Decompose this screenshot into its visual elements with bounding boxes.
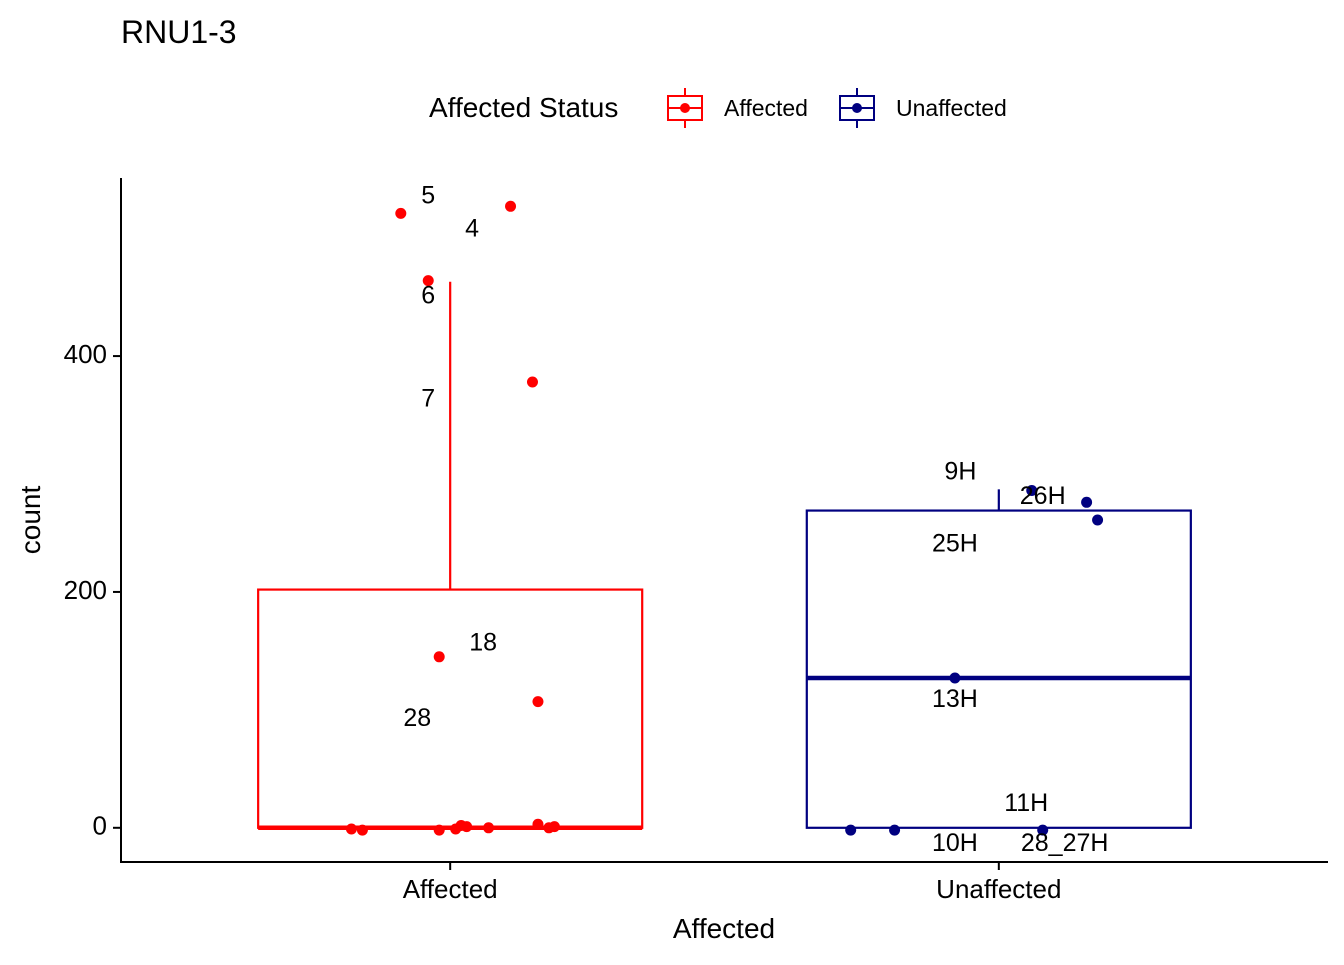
data-point bbox=[845, 824, 857, 836]
data-point bbox=[526, 376, 538, 388]
point-label: 28 bbox=[403, 704, 431, 732]
x-tick-label: Affected bbox=[403, 874, 498, 904]
data-point bbox=[1092, 514, 1104, 526]
data-point bbox=[505, 200, 517, 212]
data-point bbox=[433, 824, 445, 836]
legend-title: Affected Status bbox=[429, 92, 618, 123]
y-axis-title: count bbox=[15, 486, 46, 555]
point-label: 5 bbox=[421, 181, 435, 209]
data-point bbox=[461, 821, 473, 833]
data-point bbox=[532, 818, 544, 830]
data-point bbox=[483, 822, 495, 834]
y-tick-label: 0 bbox=[93, 811, 107, 841]
point-label: 11H bbox=[1004, 789, 1048, 817]
y-tick-label: 400 bbox=[64, 339, 107, 369]
data-point bbox=[889, 824, 901, 836]
point-label: 18 bbox=[469, 628, 497, 656]
point-label: 25H bbox=[932, 529, 978, 557]
data-point bbox=[356, 824, 368, 836]
legend-label-affected: Affected bbox=[724, 95, 808, 121]
point-label: 13H bbox=[932, 685, 978, 713]
data-point bbox=[548, 821, 560, 833]
legend-key-unaffected bbox=[839, 88, 875, 128]
data-point bbox=[345, 823, 357, 835]
data-point bbox=[949, 672, 961, 684]
box-unaffected bbox=[805, 489, 1192, 829]
legend: Affected Status Affected Unaffected bbox=[429, 88, 1007, 128]
data-point bbox=[532, 696, 544, 708]
point-label: 4 bbox=[465, 214, 479, 242]
legend-label-unaffected: Unaffected bbox=[896, 95, 1007, 121]
point-label: 9H bbox=[944, 457, 976, 485]
y-tick-label: 200 bbox=[64, 575, 107, 605]
data-point bbox=[433, 651, 445, 663]
x-axis-title: Affected bbox=[673, 913, 775, 944]
data-point bbox=[1037, 824, 1049, 836]
data-point bbox=[1081, 496, 1093, 508]
box-affected bbox=[257, 281, 644, 831]
x-tick-label: Unaffected bbox=[936, 874, 1061, 904]
data-point bbox=[395, 207, 407, 219]
plot-area: 5 4 6 7 18 28 9H 26H 25H 13H 11H 10H 28_27H bbox=[257, 181, 1192, 857]
data-point bbox=[1026, 485, 1038, 497]
legend-key-affected bbox=[667, 88, 703, 128]
box-iqr bbox=[805, 509, 1192, 829]
axis-ticks: 0 200 400 Affected Unaffected bbox=[64, 339, 1062, 904]
point-label: 6 bbox=[421, 282, 435, 310]
point-label: 7 bbox=[421, 384, 435, 412]
point-label: 10H bbox=[932, 829, 978, 857]
box-iqr bbox=[257, 588, 644, 829]
data-point bbox=[422, 275, 434, 287]
point-label: 26H bbox=[1020, 482, 1066, 510]
chart-title: RNU1-3 bbox=[121, 14, 237, 50]
point-label: 28_27H bbox=[1021, 829, 1109, 857]
